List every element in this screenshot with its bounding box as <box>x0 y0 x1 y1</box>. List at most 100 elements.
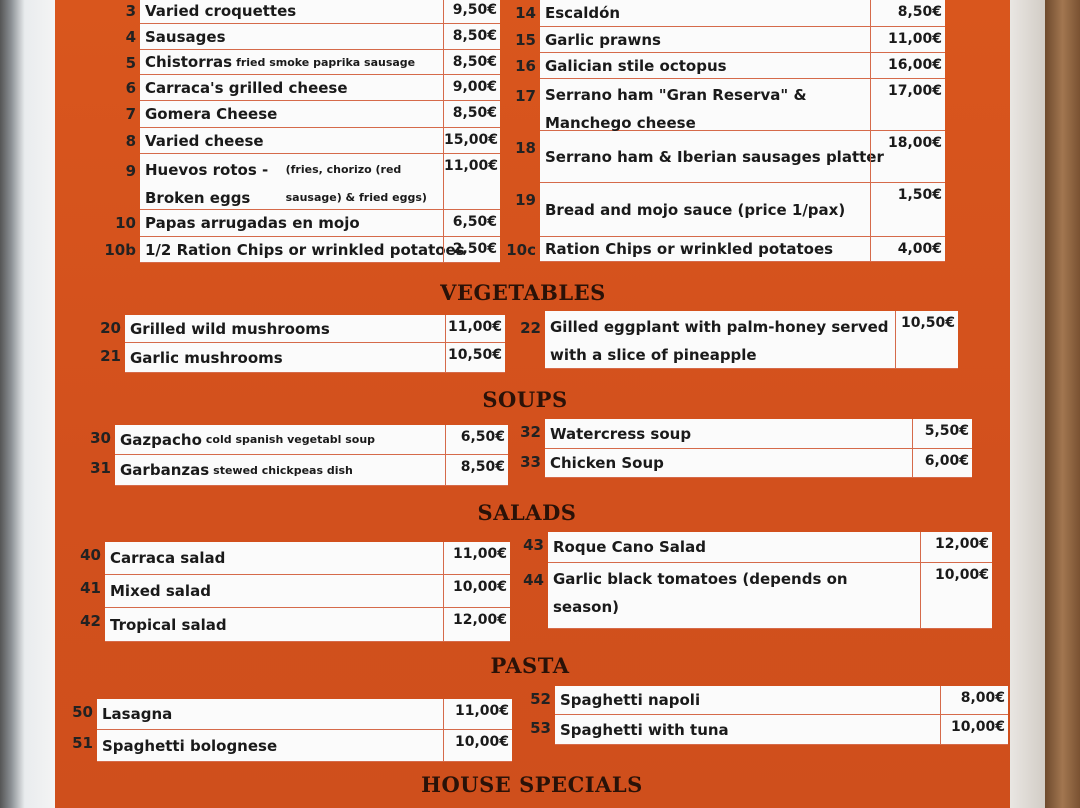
menu-item[interactable]: 1/2 Ration Chips or wrinkled potatoes 2,5… <box>140 237 500 263</box>
item-name-text: Mixed salad <box>110 582 211 600</box>
item-price: 11,00€ <box>443 154 500 209</box>
item-name: Ration Chips or wrinkled potatoes <box>545 237 865 261</box>
menu-item[interactable]: Roque Cano Salad 12,00€ <box>548 532 992 563</box>
menu-item[interactable]: Carraca's grilled cheese 9,00€ <box>140 75 500 101</box>
item-price: 10,00€ <box>940 715 1008 744</box>
item-price: 8,50€ <box>445 455 508 485</box>
item-name-text: Gilled eggplant with palm-honey served w… <box>550 318 889 364</box>
item-price: 10,00€ <box>920 563 992 628</box>
section-title: SOUPS <box>482 387 568 412</box>
item-name-text: Escaldón <box>545 4 621 22</box>
item-name: Bread and mojo sauce (price 1/pax) <box>545 183 865 236</box>
section-title: PASTA <box>490 653 570 678</box>
item-name-text: 1/2 Ration Chips or wrinkled potatoes <box>145 240 465 259</box>
item-name-text: Roque Cano Salad <box>553 538 706 556</box>
menu-table-right: Roque Cano Salad 12,00€ Garlic black tomat… <box>548 532 992 629</box>
item-name: Mixed salad <box>110 575 438 607</box>
item-number: 9 <box>125 162 136 180</box>
item-number: 41 <box>80 579 101 597</box>
item-name-text: Chistorras <box>145 53 233 71</box>
menu-item[interactable]: Lasagna 11,00€ <box>97 699 512 730</box>
item-description: cold spanish vegetabl soup <box>205 433 376 446</box>
item-name: Gilled eggplant with palm-honey served w… <box>550 311 890 368</box>
item-number: 21 <box>100 347 121 365</box>
menu-item[interactable]: Chistorras fried smoke paprika sausage 8,5… <box>140 50 500 75</box>
item-price: 12,00€ <box>443 608 510 641</box>
menu-item[interactable]: Carraca salad 11,00€ <box>105 542 510 575</box>
item-name: Garbanzas stewed chickpeas dish <box>120 455 440 485</box>
menu-item[interactable]: Watercress soup 5,50€ <box>545 419 972 449</box>
menu-item[interactable]: Chicken Soup 6,00€ <box>545 449 972 478</box>
item-number: 42 <box>80 612 101 630</box>
item-name: Galician stile octopus <box>545 53 865 78</box>
menu-item[interactable]: Gazpacho cold spanish vegetabl soup 6,50€ <box>115 425 508 455</box>
item-name: Spaghetti napoli <box>560 686 935 714</box>
item-name-text: Garlic mushrooms <box>130 348 283 367</box>
item-price: 6,50€ <box>443 210 500 236</box>
item-number: 31 <box>90 459 111 477</box>
item-name-text: Gomera Cheese <box>145 105 278 123</box>
item-price: 11,00€ <box>443 699 512 729</box>
menu-item[interactable]: Gomera Cheese 8,50€ <box>140 101 500 128</box>
item-number: 51 <box>72 734 93 752</box>
menu-item[interactable]: Mixed salad 10,00€ <box>105 575 510 608</box>
section-title: HOUSE SPECIALS <box>421 772 643 797</box>
item-number: 10c <box>506 241 536 259</box>
item-description: stewed chickpeas dish <box>213 463 353 477</box>
menu-item[interactable]: Ration Chips or wrinkled potatoes 4,00€ <box>540 237 945 262</box>
menu-item[interactable]: Sausages 8,50€ <box>140 24 500 50</box>
menu-item[interactable]: Garlic mushrooms 10,50€ <box>125 343 505 373</box>
menu-table-right: Escaldón 8,50€ Garlic prawns 11,00€ Galician… <box>540 0 945 262</box>
item-number: 20 <box>100 319 121 337</box>
item-number: 16 <box>515 57 536 75</box>
menu-item[interactable]: Serrano ham "Gran Reserva" & Manchego ch… <box>540 79 945 132</box>
menu-item[interactable]: Varied croquettes 9,50€ <box>140 0 500 24</box>
item-number: 33 <box>520 453 541 471</box>
item-number: 53 <box>530 719 551 737</box>
item-name: Garlic mushrooms <box>130 343 440 372</box>
item-number: 44 <box>523 571 544 589</box>
item-number: 5 <box>125 54 136 72</box>
menu-item[interactable]: Garlic black tomatoes (depends on season… <box>548 563 992 629</box>
item-number: 50 <box>72 703 93 721</box>
menu-item[interactable]: Papas arrugadas en mojo 6,50€ <box>140 210 500 237</box>
menu-item[interactable]: Grilled wild mushrooms 11,00€ <box>125 315 505 343</box>
item-name: Gazpacho cold spanish vegetabl soup <box>120 425 440 454</box>
menu-item[interactable]: Garlic prawns 11,00€ <box>540 27 945 53</box>
menu-item[interactable]: Escaldón 8,50€ <box>540 0 945 27</box>
item-number: 52 <box>530 690 551 708</box>
item-price: 10,00€ <box>443 730 512 761</box>
item-name: Chicken Soup <box>550 449 907 477</box>
menu-item[interactable]: Gilled eggplant with palm-honey served w… <box>545 311 958 369</box>
item-name-text: Garbanzas <box>120 461 210 479</box>
item-number: 32 <box>520 423 541 441</box>
item-name: Serrano ham "Gran Reserva" & Manchego ch… <box>545 79 865 132</box>
menu-item[interactable]: Huevos rotos - Broken eggs (fries, choriz… <box>140 154 500 210</box>
item-name: Varied cheese <box>145 128 438 153</box>
menu-item[interactable]: Bread and mojo sauce (price 1/pax) 1,50€ <box>540 183 945 237</box>
item-name-text: Spaghetti bolognese <box>102 736 278 755</box>
item-price: 10,00€ <box>443 575 510 607</box>
menu-item[interactable]: Spaghetti bolognese 10,00€ <box>97 730 512 762</box>
menu-item[interactable]: Tropical salad 12,00€ <box>105 608 510 642</box>
menu-item[interactable]: Galician stile octopus 16,00€ <box>540 53 945 79</box>
wooden-table <box>1045 0 1080 808</box>
menu-item[interactable]: Spaghetti with tuna 10,00€ <box>555 715 1008 745</box>
item-name: Roque Cano Salad <box>553 532 915 562</box>
item-name-text: Garlic black tomatoes (depends on season… <box>553 570 848 616</box>
item-price: 16,00€ <box>870 53 945 78</box>
item-number: 6 <box>125 79 136 97</box>
menu-item[interactable]: Spaghetti napoli 8,00€ <box>555 686 1008 715</box>
item-price: 8,50€ <box>870 0 945 26</box>
menu-item[interactable]: Serrano ham & Iberian sausages platter 18… <box>540 131 945 183</box>
item-price: 18,00€ <box>870 131 945 182</box>
item-name-text: Carraca's grilled cheese <box>145 78 348 97</box>
item-price: 2,50€ <box>443 237 500 262</box>
item-name: Watercress soup <box>550 419 907 448</box>
item-number: 3 <box>125 2 136 20</box>
menu-item[interactable]: Varied cheese 15,00€ <box>140 128 500 154</box>
item-name-text: Lasagna <box>102 705 173 723</box>
item-name-text: Papas arrugadas en mojo <box>145 214 360 232</box>
item-number: 10b <box>104 241 136 259</box>
menu-item[interactable]: Garbanzas stewed chickpeas dish 8,50€ <box>115 455 508 486</box>
